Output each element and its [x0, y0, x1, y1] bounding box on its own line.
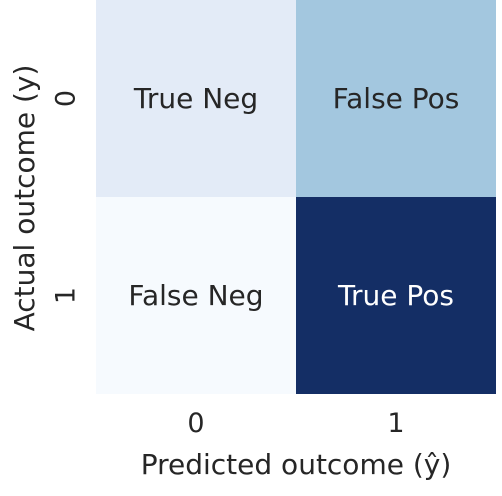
heatmap-cell	[296, 197, 496, 394]
heatmap-cell-label: False Pos	[333, 82, 460, 115]
heatmap-cell	[96, 197, 296, 394]
x-axis-label: Predicted outcome (ŷ)	[141, 448, 452, 481]
y-tick-label: 0	[51, 90, 82, 107]
heatmap-cell-label: False Neg	[128, 279, 263, 312]
heatmap-cell-label: True Pos	[337, 279, 454, 312]
y-axis-label: Actual outcome (y)	[8, 65, 41, 332]
heatmap-cell	[296, 0, 496, 197]
heatmap-cell	[96, 0, 296, 197]
x-tick-label: 0	[187, 408, 204, 439]
heatmap-cell-label: True Neg	[133, 82, 258, 115]
heatmap-cells	[96, 0, 496, 394]
x-tick-label: 1	[387, 408, 404, 439]
y-tick-labels: 01	[51, 90, 82, 304]
y-tick-label: 1	[51, 287, 82, 304]
heatmap-cell-labels: True Neg False Pos False Neg True Pos	[128, 82, 459, 312]
